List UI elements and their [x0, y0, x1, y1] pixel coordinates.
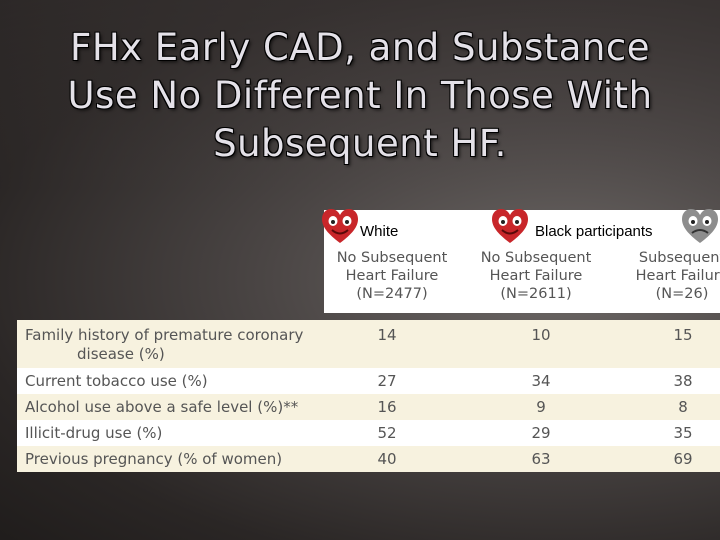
row-label: Current tobacco use (%) [25, 372, 208, 390]
row-label: Illicit-drug use (%) [25, 424, 163, 442]
title-line-1: FHx Early CAD, and Substance [70, 26, 650, 69]
cell-value: 52 [377, 424, 397, 442]
row-label: Family history of premature coronary [25, 326, 304, 344]
heart-face-emoji-gray-icon [682, 209, 718, 243]
cell-value: 69 [673, 450, 693, 468]
heart-face-emoji-red-icon [492, 209, 528, 243]
cell-value: 63 [531, 450, 551, 468]
table-row: Current tobacco use (%) 27 34 38 [17, 368, 720, 394]
group-label-white: White [360, 223, 399, 240]
heart-face-emoji-red-icon [322, 209, 358, 243]
cell-value: 16 [377, 398, 397, 416]
cell-value: 8 [678, 398, 688, 416]
table-row: Illicit-drug use (%) 52 29 35 [17, 420, 720, 446]
cell-value: 34 [531, 372, 551, 390]
slide-title: FHx Early CAD, and Substance Use No Diff… [0, 24, 720, 168]
column-header-1: No Subsequent Heart Failure (N=2477) [336, 250, 448, 302]
group-label-black: Black participants [535, 223, 653, 240]
cell-value: 40 [377, 450, 397, 468]
title-line-2: Use No Different In Those With [67, 74, 653, 117]
cell-value: 38 [673, 372, 693, 390]
row-label-continued: disease (%) [77, 345, 165, 363]
table-row: Family history of premature coronary dis… [17, 320, 720, 368]
cell-value: 35 [673, 424, 693, 442]
column-header-2: No Subsequent Heart Failure (N=2611) [480, 250, 592, 302]
cell-value: 15 [673, 326, 693, 344]
title-line-3: Subsequent HF. [213, 122, 507, 165]
data-table: Family history of premature coronary dis… [17, 320, 720, 472]
row-label: Alcohol use above a safe level (%)** [25, 398, 299, 416]
table-row: Alcohol use above a safe level (%)** 16 … [17, 394, 720, 420]
cell-value: 29 [531, 424, 551, 442]
cell-value: 10 [531, 326, 551, 344]
table-row: Previous pregnancy (% of women) 40 63 69 [17, 446, 720, 472]
cell-value: 14 [377, 326, 397, 344]
column-header-3: Subsequent Heart Failure (N=26) [635, 250, 720, 302]
cell-value: 9 [536, 398, 546, 416]
row-label: Previous pregnancy (% of women) [25, 450, 283, 468]
cell-value: 27 [377, 372, 397, 390]
